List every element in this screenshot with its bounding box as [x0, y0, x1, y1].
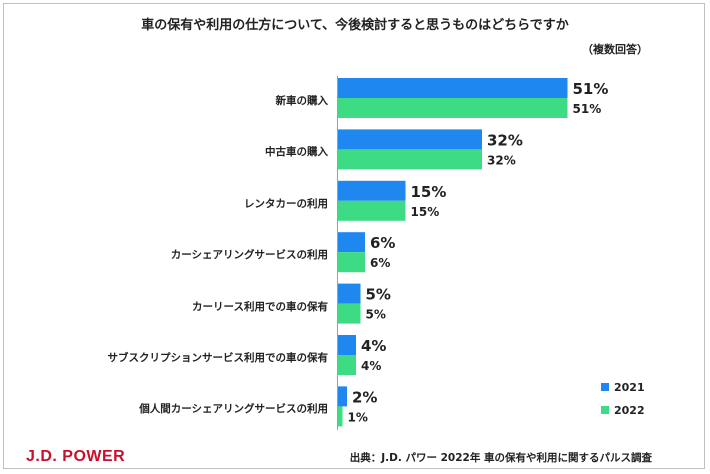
bar-2022: [338, 252, 365, 273]
data-label-2021: 5%: [366, 286, 391, 304]
bar-2022: [338, 406, 343, 427]
category-label: 個人間カーシェアリングサービスの利用: [139, 403, 328, 416]
bar-2022: [338, 355, 356, 375]
category-label: 中古車の購入: [265, 146, 328, 159]
legend-swatch: [601, 383, 609, 391]
bar-2021: [338, 386, 347, 407]
category-label: レンタカーの利用: [244, 197, 328, 210]
legend-item-2021: 2021: [601, 381, 645, 394]
data-label-2021: 32%: [487, 131, 523, 149]
chart-frame: [3, 3, 705, 469]
data-label-2022: 4%: [361, 359, 381, 373]
data-label-2021: 51%: [573, 80, 609, 98]
bar-2021: [338, 180, 406, 201]
chart-note: （複数回答）: [582, 43, 648, 56]
data-label-2021: 6%: [370, 234, 395, 252]
bar-2021: [338, 129, 482, 150]
data-label-2022: 1%: [348, 410, 368, 424]
chart-title: 車の保有や利用の仕方について、今後検討すると思うものはどちらですか: [141, 18, 569, 33]
data-label-2022: 32%: [487, 153, 516, 167]
legend-item-2022: 2022: [601, 404, 645, 417]
bar-2021: [338, 78, 568, 98]
bar-2021: [338, 335, 356, 355]
bar-2022: [338, 200, 406, 221]
legend-swatch: [601, 406, 609, 414]
data-label-2022: 51%: [573, 102, 602, 116]
bar-2022: [338, 149, 482, 170]
category-label: カーリース利用での車の保有: [192, 300, 328, 313]
bar-2022: [338, 303, 361, 324]
data-label-2021: 15%: [411, 183, 447, 201]
category-label: カーシェアリングサービスの利用: [170, 249, 328, 262]
bar-2021: [338, 283, 361, 304]
data-label-2022: 5%: [366, 308, 386, 322]
source-note: 出典：J.D. パワー 2022年 車の保有や利用に関するパルス調査: [349, 452, 652, 464]
legend-label: 2022: [614, 404, 645, 417]
y-axis-line: [337, 76, 338, 430]
bar-2022: [338, 98, 568, 118]
data-label-2022: 15%: [411, 205, 440, 219]
data-label-2021: 2%: [352, 388, 377, 406]
data-label-2022: 6%: [370, 256, 390, 270]
category-label: サブスクリプションサービス利用での車の保有: [107, 352, 329, 364]
jd-power-logo: J.D. POWER: [26, 448, 126, 465]
category-label: 新車の購入: [275, 95, 329, 107]
legend-label: 2021: [614, 381, 645, 394]
bar-2021: [338, 232, 365, 253]
data-label-2021: 4%: [361, 337, 386, 355]
